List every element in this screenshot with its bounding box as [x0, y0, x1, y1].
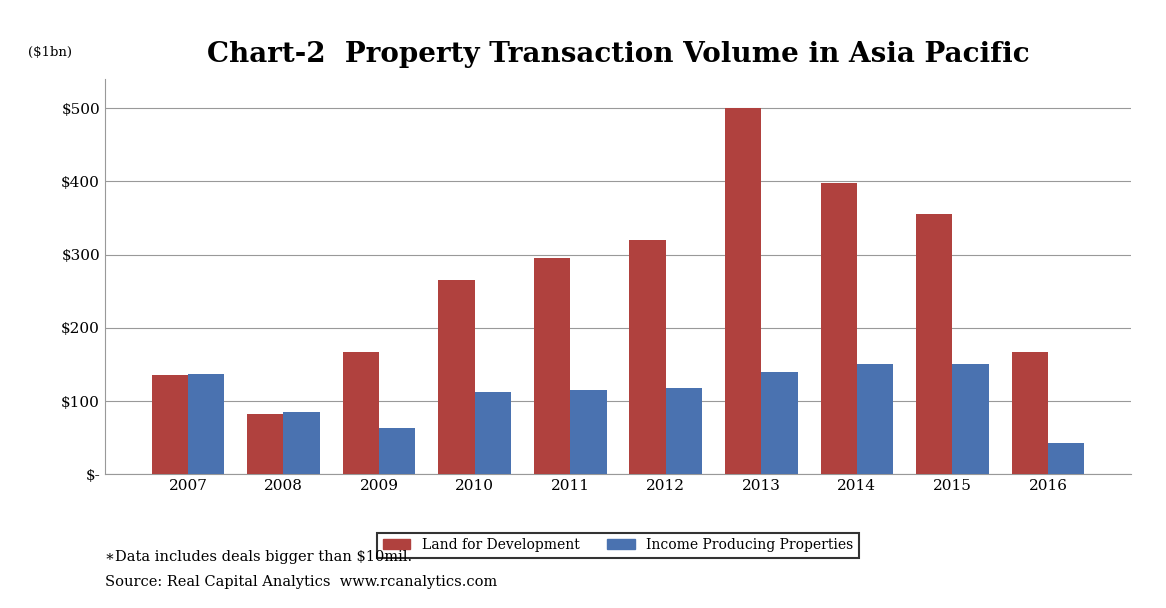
Bar [534, 258, 570, 474]
Text: ∗Data includes deals bigger than $10mil.: ∗Data includes deals bigger than $10mil. [105, 550, 412, 564]
Bar [379, 428, 415, 474]
Bar [857, 364, 893, 474]
Bar [761, 371, 798, 474]
Bar [916, 215, 953, 474]
Legend: Land for Development, Income Producing Properties: Land for Development, Income Producing P… [377, 533, 859, 558]
Bar [188, 374, 224, 474]
Bar [152, 375, 188, 474]
Bar [343, 352, 379, 474]
Text: Source: Real Capital Analytics  www.rcanalytics.com: Source: Real Capital Analytics www.rcana… [105, 575, 497, 589]
Text: ($1bn): ($1bn) [28, 46, 72, 60]
Bar [475, 392, 511, 474]
Bar [1012, 352, 1048, 474]
Bar [725, 108, 761, 474]
Bar [283, 412, 319, 474]
Bar [1048, 443, 1084, 474]
Bar [666, 388, 702, 474]
Bar [570, 390, 606, 474]
Bar [630, 240, 666, 474]
Title: Chart-2  Property Transaction Volume in Asia Pacific: Chart-2 Property Transaction Volume in A… [206, 41, 1030, 68]
Bar [821, 183, 857, 474]
Bar [953, 364, 989, 474]
Bar [247, 414, 283, 474]
Bar [438, 280, 475, 474]
